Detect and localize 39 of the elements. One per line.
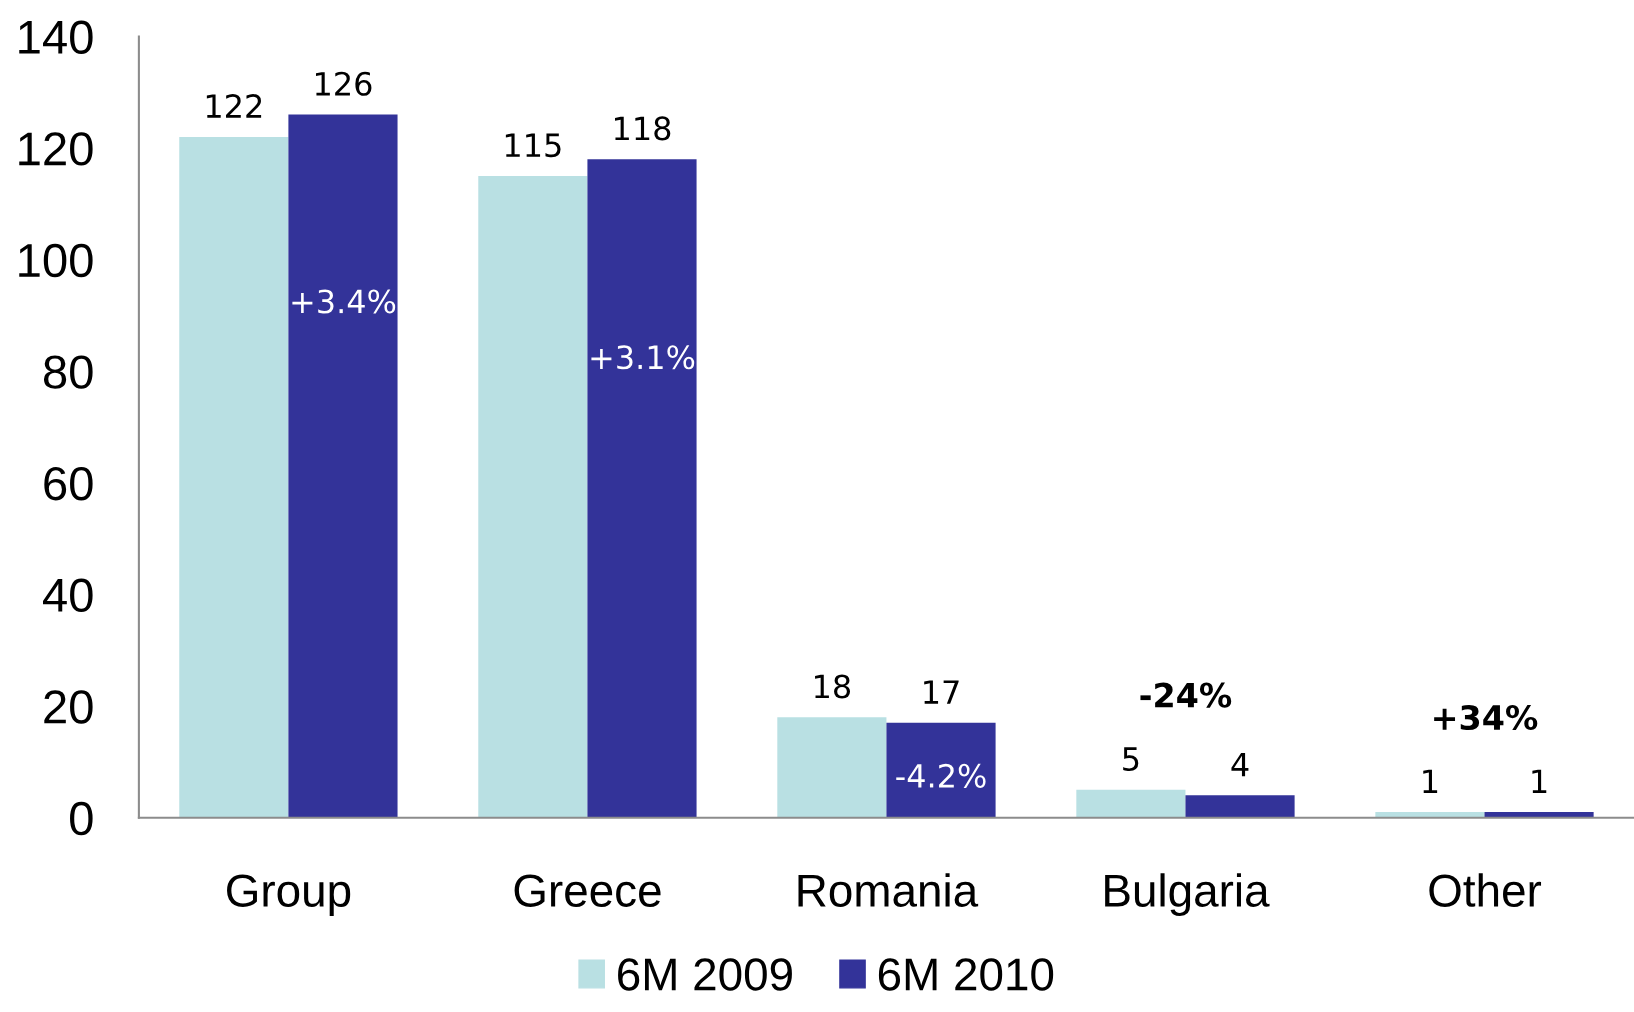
data-label: 1 (1532, 769, 1547, 793)
bar (478, 175, 588, 818)
x-tick-label: Group (227, 874, 351, 916)
bar (288, 114, 398, 818)
legend-label: 6M 2009 (618, 958, 792, 991)
annotation: +34% (1434, 704, 1538, 731)
bar (179, 136, 289, 818)
data-label: 18 (815, 674, 851, 699)
x-tick-label: Other (1429, 873, 1542, 907)
data-label: 115 (505, 133, 561, 158)
bar (777, 717, 887, 818)
bar (1484, 812, 1594, 818)
bar (1076, 789, 1186, 818)
data-label: 126 (315, 71, 372, 96)
x-tick-label: Romania (798, 873, 979, 907)
annotation: +3.4% (292, 289, 396, 314)
y-tick-label: 80 (43, 355, 93, 389)
data-label: 118 (615, 116, 671, 141)
bar (1185, 795, 1295, 818)
data-label: 5 (1123, 747, 1139, 772)
y-tick-label: 20 (44, 690, 93, 724)
y-tick-label: 120 (19, 132, 93, 166)
legend-label: 6M 2010 (878, 958, 1054, 991)
y-tick-label: 100 (19, 243, 93, 278)
data-label: 122 (206, 94, 262, 118)
bar (886, 722, 996, 818)
y-tick-label: 0 (70, 801, 93, 836)
annotation: -4.2% (896, 763, 986, 788)
bar (587, 159, 697, 818)
data-label: 4 (1231, 752, 1249, 777)
y-tick-label: 40 (43, 578, 93, 613)
data-label: 1 (1423, 769, 1438, 793)
y-tick-label: 140 (19, 20, 93, 55)
x-tick-label: Greece (514, 874, 661, 907)
annotation: -24% (1140, 682, 1232, 708)
annotation: +3.1% (591, 345, 695, 370)
y-tick-label: 60 (44, 467, 93, 501)
data-label: 17 (924, 680, 959, 704)
x-tick-label: Bulgaria (1105, 873, 1270, 916)
